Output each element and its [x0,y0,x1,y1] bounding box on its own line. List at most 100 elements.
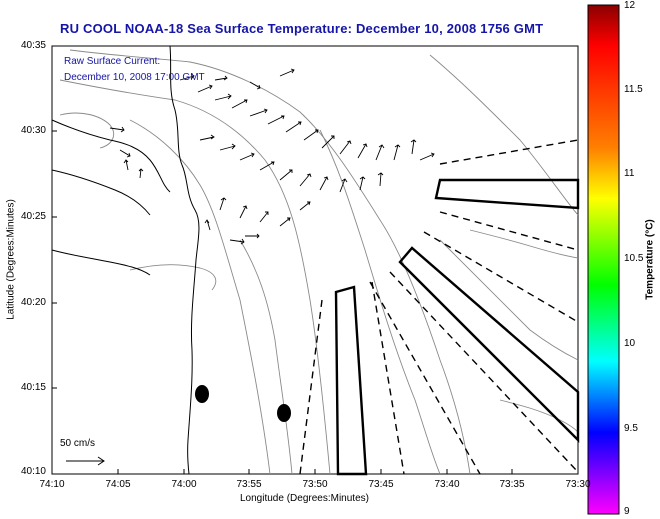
x-axis-title: Longitude (Degrees:Minutes) [240,493,369,504]
vector-21 [319,176,329,191]
vector-11 [357,143,368,159]
x-tick-label: 73:30 [565,479,591,490]
y-tick-label: 40:20 [20,297,46,308]
colorbar-tick-label: 11 [624,168,635,179]
bathy-contour-2 [59,79,331,475]
vector-9 [321,135,335,149]
y-axis-title: Latitude (Degrees:Minutes) [5,199,17,320]
map-frame [51,45,579,475]
bathy-contour-7 [439,239,579,361]
scale-label: 50 cm/s [60,438,96,449]
radial-line-7 [371,281,405,475]
vector-18 [259,161,275,171]
y-tick-label: 40:10 [20,466,46,477]
current-vectors [109,68,435,245]
x-tick-label: 74:05 [105,479,131,490]
station-marker-1 [195,385,209,403]
colorbar-tick-label: 9.5 [624,423,638,434]
x-tick-label: 73:55 [236,479,262,490]
vector-4 [231,99,248,109]
radial-line-4 [389,271,579,473]
x-tick-label: 73:50 [302,479,328,490]
outline-east-box [434,178,580,210]
vector-8 [303,129,319,141]
bathy-contour-11 [59,112,114,149]
colorbar-tick-label: 9 [624,506,630,517]
vector-34 [245,233,260,239]
radial-line-3 [423,231,579,323]
outline-diagonal-box [398,246,580,443]
y-tick-label: 40:15 [20,382,46,393]
y-tick-label: 40:25 [20,211,46,222]
scale-arrow-line [66,456,105,466]
vector-35 [204,219,211,231]
vector-6 [267,115,285,125]
x-tick-label: 73:35 [499,479,525,490]
vector-27 [123,159,129,171]
vector-1 [179,73,195,81]
vector-19 [279,169,293,181]
coastline-west [51,169,151,216]
sampling-outlines [299,139,580,476]
chart-title: RU COOL NOAA-18 Sea Surface Temperature:… [60,21,544,36]
colorbar-strip [587,4,620,515]
colorbar-tick-label: 12 [624,0,636,11]
axis-ticks [51,45,579,475]
vector-24 [377,172,384,187]
colorbar-tick-label: 10 [624,338,636,349]
outline-south-box [334,285,368,476]
vector-36 [299,201,311,211]
y-tick-label: 40:30 [20,125,46,136]
x-tick-label: 74:00 [171,479,197,490]
vector-5 [249,108,268,117]
vector-28 [138,168,144,179]
x-tick-label: 73:40 [434,479,460,490]
vector-15 [199,134,215,141]
bathy-contour-5 [319,129,441,475]
scale-arrow [66,456,105,466]
vector-17 [239,152,255,161]
vector-30 [239,205,248,219]
vector-38 [214,75,228,81]
bathymetry-contours [59,49,579,475]
vector-26 [119,149,131,158]
colorbar-tick-label: 10.5 [624,253,644,264]
colorbar-tick-label: 11.5 [624,84,643,95]
vector-13 [393,144,401,161]
vector-32 [279,217,291,227]
colorbar [587,4,620,515]
coastline-bay [51,119,171,193]
vector-31 [259,211,269,223]
station-marker-2 [277,404,291,422]
radial-line-5 [369,281,481,475]
vector-39 [249,81,261,90]
vector-20 [299,173,312,187]
vector-7 [285,121,302,133]
vector-23 [359,176,366,191]
bathy-contour-1 [69,49,471,475]
station-markers [195,385,291,422]
vector-33 [229,238,245,245]
bathy-contour-4 [239,239,293,475]
x-tick-label: 73:45 [368,479,394,490]
vector-22 [339,178,348,193]
vector-16 [219,143,236,151]
bathy-contour-10 [129,264,217,291]
vector-3 [214,93,232,101]
bathy-contour-6 [429,54,579,216]
colorbar-title: Temperature (°C) [644,219,656,300]
vector-40 [279,68,295,77]
vector-12 [375,144,385,161]
coastline-main [169,45,200,475]
bathy-contour-8 [469,229,579,259]
radial-line-6 [299,299,323,475]
x-tick-label: 74:10 [39,479,65,490]
vector-37 [419,152,435,161]
raw-current-time: December 10, 2008 17:00 GMT [64,72,205,83]
coastline [51,45,200,475]
coastline-inland [51,249,151,276]
vector-25 [109,126,125,133]
bathy-contour-9 [499,399,579,433]
vector-10 [339,140,352,155]
